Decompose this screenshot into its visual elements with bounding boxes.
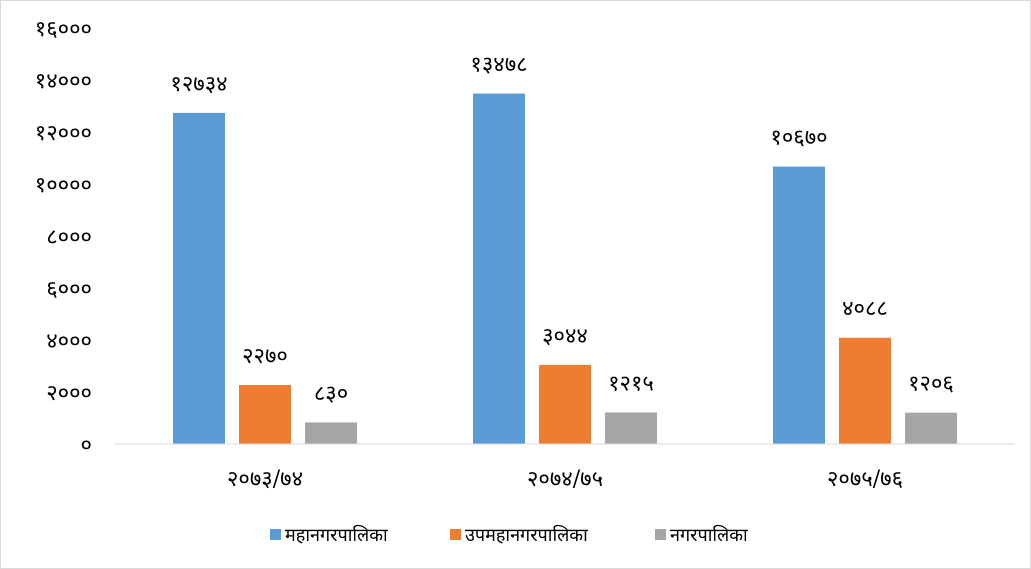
- data-label: १२१५: [608, 371, 654, 396]
- bar-1-3: [773, 166, 825, 444]
- bars: १२७३४ २२७० ८३० १३४७८ ३०४४ १२१५ १०६७० ४०८८ १२०६: [170, 53, 957, 445]
- bar-3-1: [305, 422, 357, 444]
- bar-3-2: [605, 412, 657, 444]
- data-label: ८३०: [314, 381, 348, 406]
- y-axis: ० २००० ४००० ६००० ८००० १०००० १२००० १४००० १६०००: [35, 17, 92, 458]
- data-label: १०६७०: [770, 126, 827, 151]
- y-tick-label: ६०००: [46, 277, 92, 302]
- legend-swatch: [655, 529, 666, 540]
- y-tick-label: १२०००: [35, 121, 92, 146]
- bar-1-1: [173, 112, 225, 444]
- legend-swatch: [270, 529, 281, 540]
- x-category-label: २०७४/७५: [527, 467, 603, 492]
- y-tick-label: १००००: [35, 173, 92, 198]
- bar-2-2: [539, 364, 591, 444]
- x-category-label: २०७३/७४: [227, 467, 303, 492]
- data-label: २२७०: [242, 344, 288, 369]
- data-label: १२७३४: [170, 72, 227, 97]
- bar-1-2: [473, 93, 525, 445]
- legend: महानगरपालिका उपमहानगरपालिका नगरपालिका: [270, 524, 748, 546]
- data-label: ४०८८: [842, 297, 888, 322]
- bar-2-3: [839, 337, 891, 444]
- y-tick-label: १४०००: [35, 69, 92, 94]
- y-tick-label: ८०००: [46, 225, 92, 250]
- y-tick-label: ०: [81, 433, 92, 458]
- data-label: १२०६: [908, 372, 954, 397]
- x-category-label: २०७५/७६: [827, 467, 903, 492]
- legend-label: उपमहानगरपालिका: [465, 524, 588, 546]
- legend-label: महानगरपालिका: [285, 524, 388, 546]
- legend-swatch: [450, 529, 461, 540]
- data-label: ३०४४: [542, 324, 588, 349]
- data-label: १३४७८: [470, 53, 527, 78]
- legend-label: नगरपालिका: [670, 524, 748, 546]
- x-axis: २०७३/७४ २०७४/७५ २०७५/७६: [115, 443, 1015, 492]
- y-tick-label: ४०००: [46, 329, 92, 354]
- y-tick-label: २०००: [46, 381, 92, 406]
- bar-2-1: [239, 384, 291, 444]
- bar-3-3: [905, 412, 957, 444]
- y-tick-label: १६०००: [35, 17, 92, 42]
